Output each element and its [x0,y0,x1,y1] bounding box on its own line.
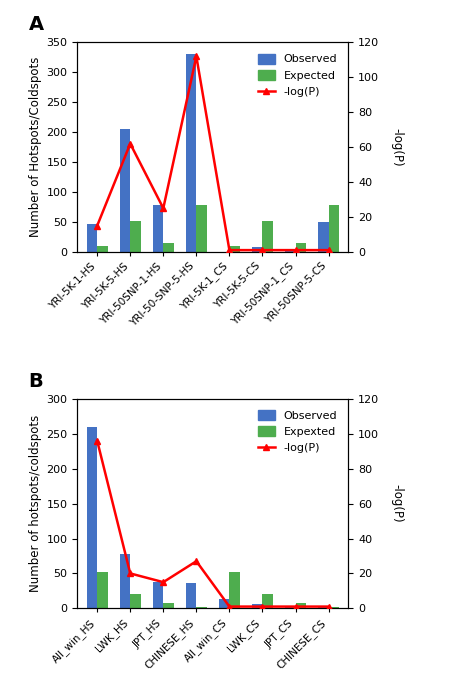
Bar [252,604,263,608]
Legend: Observed, Expexted, -log(P): Observed, Expexted, -log(P) [253,405,343,459]
Bar [329,607,339,608]
Bar [318,607,329,608]
Y-axis label: Number of hotspots/coldspots: Number of hotspots/coldspots [29,415,42,593]
Bar [229,572,240,608]
Bar [153,206,163,252]
Bar [263,221,273,252]
Bar [163,603,174,608]
Bar [86,427,97,608]
Bar [263,595,273,608]
Bar [97,572,108,608]
Bar [229,246,240,252]
Bar [197,607,207,608]
Text: -log(P): -log(P) [391,128,404,166]
Bar [186,54,197,252]
Bar [219,599,229,608]
Text: A: A [29,15,44,34]
Y-axis label: Number of Hotspots/Coldspots: Number of Hotspots/Coldspots [29,57,42,238]
Bar [318,222,329,252]
Bar [186,583,197,608]
Bar [252,247,263,252]
Bar [130,595,141,608]
Text: B: B [29,371,43,390]
Bar [120,554,130,608]
Bar [329,206,339,252]
Bar [163,243,174,252]
Legend: Observed, Expected, -log(P): Observed, Expected, -log(P) [253,48,343,103]
Bar [285,249,295,252]
Bar [130,221,141,252]
Bar [295,603,306,608]
Text: -log(P): -log(P) [391,484,404,523]
Bar [295,243,306,252]
Bar [120,129,130,252]
Bar [285,607,295,608]
Bar [153,582,163,608]
Bar [97,246,108,252]
Bar [197,206,207,252]
Bar [86,224,97,252]
